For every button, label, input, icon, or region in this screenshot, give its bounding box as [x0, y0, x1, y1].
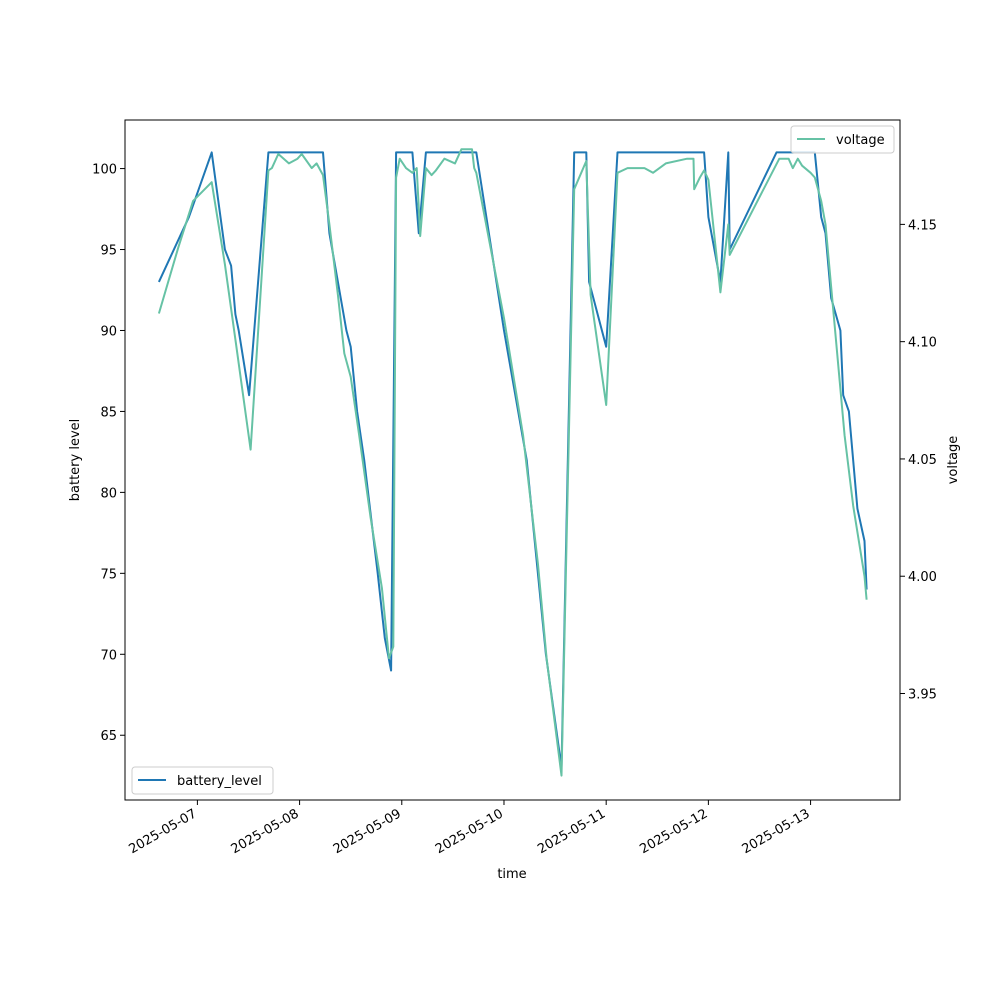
x-tick-label: 2025-05-11: [535, 806, 608, 857]
x-axis-label: time: [497, 867, 526, 882]
series-line-voltage: [157, 148, 868, 777]
legend-voltage-box: [790, 125, 895, 154]
x-tick-label: 2025-05-08: [229, 806, 302, 857]
plot-frame: [124, 119, 901, 801]
y-left-tick-label: 75: [100, 567, 117, 582]
series-line-battery_level: [157, 151, 868, 769]
legend-voltage: voltage: [790, 125, 895, 154]
legend-voltage-label: voltage: [836, 133, 885, 148]
y-left-tick-label: 70: [100, 648, 117, 663]
y-left-tick-label: 80: [100, 486, 117, 501]
y-right-tick-label: 4.05: [908, 453, 937, 468]
x-tick-label: 2025-05-09: [331, 806, 404, 857]
plot-area: [125, 120, 900, 800]
legend-battery-label: battery_level: [177, 774, 262, 789]
legend-battery: battery_level: [131, 766, 274, 795]
y-left-tick-label: 85: [100, 405, 117, 420]
y-axis-left: 65 70 75 80 85 90 95 100: [92, 163, 125, 744]
y-right-tick-label: 4.00: [908, 570, 937, 585]
y-axis-right-label: voltage: [946, 436, 961, 485]
x-axis: 2025-05-07 2025-05-08 2025-05-09 2025-05-10…: [126, 800, 813, 857]
y-left-tick-label: 65: [100, 729, 117, 744]
x-tick-label: 2025-05-07: [126, 806, 199, 857]
x-tick-label: 2025-05-13: [740, 806, 813, 857]
y-axis-left-label: battery level: [68, 419, 83, 502]
y-left-tick-label: 90: [100, 324, 117, 339]
x-tick-label: 2025-05-12: [637, 806, 710, 857]
series-layer: [157, 148, 868, 777]
x-tick-label: 2025-05-10: [433, 806, 506, 857]
y-right-tick-label: 4.10: [908, 336, 937, 351]
y-left-tick-label: 95: [100, 244, 117, 259]
y-right-tick-label: 3.95: [908, 688, 937, 703]
y-axis-right: 3.95 4.00 4.05 4.10 4.15: [900, 218, 937, 703]
y-left-tick-label: 100: [92, 163, 117, 178]
legend-battery-box: [131, 766, 274, 795]
y-right-tick-label: 4.15: [908, 218, 937, 233]
